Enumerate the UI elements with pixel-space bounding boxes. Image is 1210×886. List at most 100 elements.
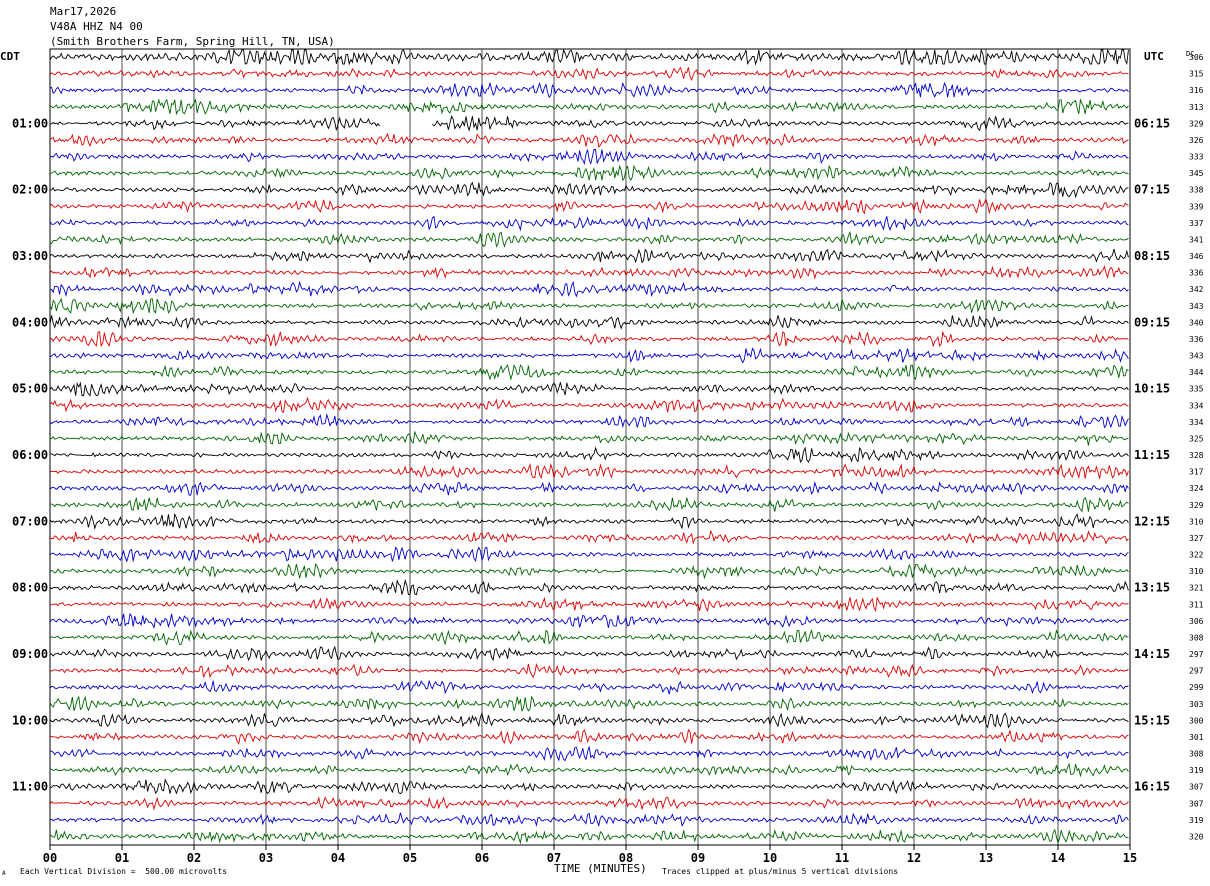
dc-offset-value: 315 bbox=[1189, 70, 1204, 79]
trace-row bbox=[49, 132, 1129, 148]
trace-row bbox=[49, 116, 380, 131]
x-tick-label: 13 bbox=[979, 851, 993, 865]
dc-offset-value: 320 bbox=[1189, 832, 1204, 841]
dc-offset-value: 343 bbox=[1189, 352, 1204, 361]
trace-row bbox=[49, 446, 1129, 464]
utc-hour-label: 13:15 bbox=[1134, 581, 1170, 595]
x-tick-label: 07 bbox=[547, 851, 561, 865]
dc-offset-value: 300 bbox=[1189, 716, 1204, 725]
trace-row bbox=[49, 746, 1129, 762]
x-axis-title: TIME (MINUTES) bbox=[554, 862, 647, 875]
dc-offset-value: 308 bbox=[1189, 633, 1204, 642]
trace-row bbox=[49, 563, 1129, 580]
minute-gridlines bbox=[49, 48, 1131, 850]
utc-hour-label: 10:15 bbox=[1134, 382, 1170, 396]
trace-row bbox=[49, 81, 1129, 99]
x-tick-label: 00 bbox=[43, 851, 57, 865]
trace-row bbox=[49, 663, 1129, 679]
dc-offset-value: 317 bbox=[1189, 468, 1204, 477]
x-tick-label: 08 bbox=[619, 851, 633, 865]
dc-offset-value: 325 bbox=[1189, 434, 1204, 443]
trace-row bbox=[49, 529, 1129, 545]
utc-hour-label: 12:15 bbox=[1134, 514, 1170, 528]
x-tick-label: 14 bbox=[1051, 851, 1065, 865]
dc-offset-value: 338 bbox=[1189, 186, 1204, 195]
trace-row bbox=[49, 612, 1129, 629]
x-tick-label: 01 bbox=[115, 851, 129, 865]
dc-offset-value: 334 bbox=[1189, 401, 1204, 410]
trace-row bbox=[49, 297, 1129, 315]
trace-row bbox=[49, 462, 1129, 480]
dc-offset-value: 329 bbox=[1189, 501, 1204, 510]
dc-offset-value: 345 bbox=[1189, 169, 1204, 178]
x-tick-label: 15 bbox=[1123, 851, 1137, 865]
dc-offset-value: 336 bbox=[1189, 335, 1204, 344]
x-tick-label: 11 bbox=[835, 851, 849, 865]
dc-offset-value: 328 bbox=[1189, 451, 1204, 460]
trace-row bbox=[49, 796, 1129, 811]
utc-hour-label: 09:15 bbox=[1134, 315, 1170, 329]
trace-row bbox=[49, 215, 1129, 232]
cdt-hour-label: 09:00 bbox=[12, 647, 48, 661]
dc-offset-value: 310 bbox=[1189, 517, 1204, 526]
trace-row bbox=[50, 496, 1129, 513]
utc-hour-label: 08:15 bbox=[1134, 249, 1170, 263]
trace-row bbox=[49, 512, 1129, 531]
clip-note: Traces clipped at plus/minus 5 vertical … bbox=[662, 867, 899, 876]
dc-offset-value: 297 bbox=[1189, 667, 1204, 676]
trace-row bbox=[49, 315, 1129, 330]
corner-mark: A bbox=[2, 870, 6, 877]
cdt-label: CDT bbox=[0, 50, 20, 63]
dc-offset-value: 301 bbox=[1189, 733, 1204, 742]
trace-row bbox=[49, 546, 1129, 563]
trace-row bbox=[49, 778, 1129, 795]
trace-row bbox=[49, 680, 1129, 695]
dc-offset-value: 337 bbox=[1189, 219, 1204, 228]
trace-row bbox=[49, 248, 1129, 264]
dc-offset-value: 306 bbox=[1189, 53, 1204, 62]
trace-row bbox=[49, 480, 1129, 496]
utc-hour-label: 15:15 bbox=[1134, 713, 1170, 727]
station-code: V48A HHZ N4 00 bbox=[50, 20, 143, 33]
dc-offset-value: 342 bbox=[1189, 285, 1204, 294]
trace-row bbox=[49, 265, 1129, 280]
dc-offset-value: 311 bbox=[1189, 600, 1204, 609]
trace-row bbox=[50, 645, 1129, 662]
x-tick-label: 05 bbox=[403, 851, 417, 865]
cdt-hour-label: 11:00 bbox=[12, 780, 48, 794]
trace-row bbox=[49, 98, 1129, 116]
dc-offset-value: 334 bbox=[1189, 418, 1204, 427]
dc-offset-value: 303 bbox=[1189, 700, 1204, 709]
x-tick-label: 12 bbox=[907, 851, 921, 865]
dc-offset-value: 343 bbox=[1189, 302, 1204, 311]
trace-row bbox=[49, 413, 1129, 429]
dc-offset-value: 326 bbox=[1189, 136, 1204, 145]
dc-offset-value: 313 bbox=[1189, 103, 1204, 112]
dc-offset-value: 319 bbox=[1189, 766, 1204, 775]
cdt-hour-label: 03:00 bbox=[12, 249, 48, 263]
dc-offset-value: 297 bbox=[1189, 650, 1204, 659]
dc-offset-value: 316 bbox=[1189, 86, 1204, 95]
utc-label: UTC bbox=[1144, 50, 1164, 63]
x-tick-label: 09 bbox=[691, 851, 705, 865]
axis-labels: 00 01 02 03 04 05 06 07 08 09 10 11 12 13 14 15 306 315 31… bbox=[12, 53, 1204, 865]
dc-offset-value: 322 bbox=[1189, 551, 1204, 560]
cdt-hour-label: 07:00 bbox=[12, 514, 48, 528]
trace-row bbox=[49, 728, 1129, 745]
dc-offset-value: 307 bbox=[1189, 783, 1204, 792]
cdt-hour-label: 08:00 bbox=[12, 581, 48, 595]
trace-row bbox=[49, 230, 1129, 248]
dc-offset-value: 321 bbox=[1189, 584, 1204, 593]
dc-offset-value: 341 bbox=[1189, 235, 1204, 244]
trace-row bbox=[49, 579, 1129, 596]
station-location: (Smith Brothers Farm, Spring Hill, TN, U… bbox=[50, 35, 335, 48]
x-tick-label: 10 bbox=[763, 851, 777, 865]
trace-row bbox=[49, 430, 1129, 446]
dc-offset-value: 339 bbox=[1189, 202, 1204, 211]
trace-row bbox=[49, 364, 1129, 381]
trace-row bbox=[49, 381, 1129, 397]
trace-row bbox=[49, 396, 1129, 414]
x-tick-label: 06 bbox=[475, 851, 489, 865]
x-tick-label: 04 bbox=[331, 851, 345, 865]
